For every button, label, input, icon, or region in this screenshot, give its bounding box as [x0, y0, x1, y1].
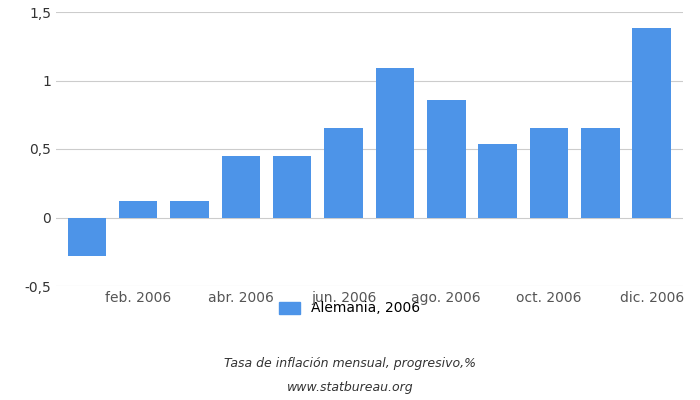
Legend: Alemania, 2006: Alemania, 2006 — [274, 296, 426, 321]
Bar — [222, 156, 260, 218]
Bar — [273, 156, 312, 218]
Bar — [427, 100, 466, 218]
Bar — [478, 144, 517, 218]
Bar — [170, 201, 209, 218]
Bar — [324, 128, 363, 218]
Bar — [119, 201, 158, 218]
Bar — [376, 68, 414, 218]
Bar — [68, 218, 106, 256]
Bar — [581, 128, 620, 218]
Bar — [530, 128, 568, 218]
Text: www.statbureau.org: www.statbureau.org — [287, 382, 413, 394]
Bar — [632, 28, 671, 218]
Text: Tasa de inflación mensual, progresivo,%: Tasa de inflación mensual, progresivo,% — [224, 358, 476, 370]
